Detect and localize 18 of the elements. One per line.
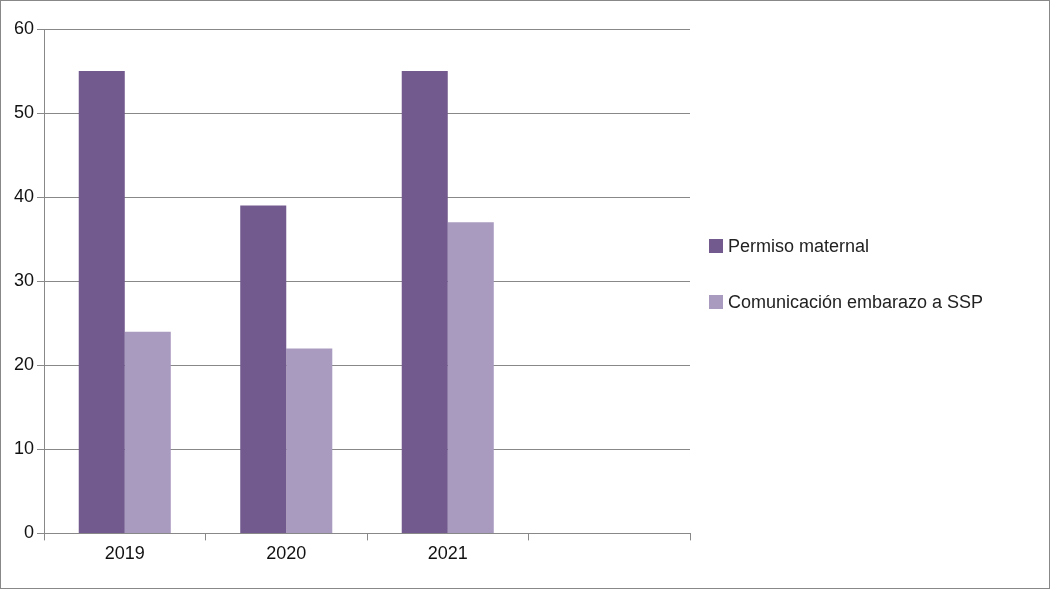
bar: [286, 348, 333, 533]
bar: [240, 205, 287, 533]
y-tick-label: 40: [13, 186, 35, 207]
x-tick-label: 2021: [427, 543, 468, 564]
legend-label: Permiso maternal: [728, 235, 870, 258]
y-tick-label: 30: [13, 270, 35, 291]
bar: [447, 222, 494, 533]
y-tick-label: 20: [13, 354, 35, 375]
y-tick-label: 60: [13, 17, 35, 38]
y-tick-label: 0: [24, 522, 35, 543]
x-tick-label: 2020: [266, 543, 307, 564]
y-tick-label: 50: [13, 102, 35, 123]
bar: [401, 71, 448, 533]
x-tick-label: 2019: [104, 543, 145, 564]
legend-label: Comunicación embarazo a SSP: [728, 291, 984, 314]
bar: [124, 331, 171, 533]
bar: [78, 71, 125, 533]
y-tick-label: 10: [13, 438, 35, 459]
